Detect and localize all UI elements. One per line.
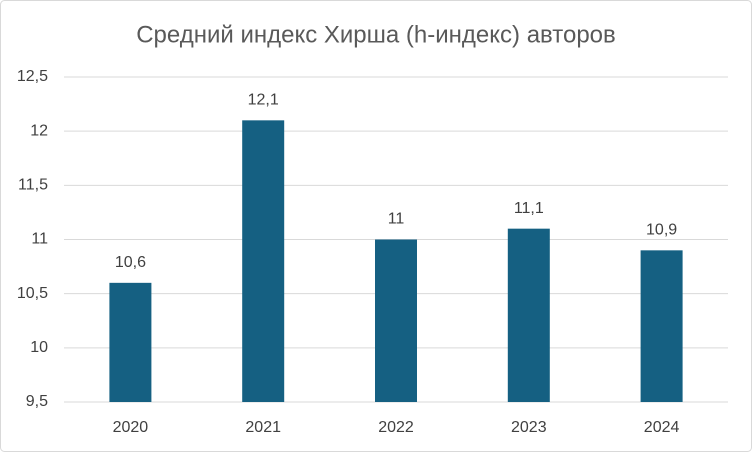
x-tick-label: 2023 bbox=[511, 419, 547, 436]
y-tick-label: 11 bbox=[31, 231, 48, 248]
data-label: 11,1 bbox=[514, 200, 544, 217]
data-label: 10,9 bbox=[646, 222, 677, 239]
bar bbox=[375, 239, 417, 402]
data-label: 12,1 bbox=[248, 92, 279, 109]
data-label: 10,6 bbox=[115, 254, 146, 271]
bar bbox=[109, 282, 152, 402]
chart-title: Средний индекс Хирша (h-индекс) авторов bbox=[136, 21, 616, 48]
data-label: 11 bbox=[388, 211, 405, 228]
y-tick-label: 11,5 bbox=[18, 177, 48, 194]
bar bbox=[242, 120, 285, 402]
bar bbox=[640, 250, 683, 402]
x-tick-label: 2021 bbox=[245, 419, 281, 436]
y-tick-label: 12 bbox=[30, 122, 48, 139]
x-tick-label: 2024 bbox=[644, 419, 680, 436]
y-tick-label: 10,5 bbox=[17, 285, 48, 302]
y-tick-label: 10 bbox=[30, 339, 48, 356]
y-tick-label: 9,5 bbox=[26, 393, 48, 410]
y-tick-label: 12,5 bbox=[17, 68, 48, 85]
x-tick-label: 2022 bbox=[378, 419, 414, 436]
x-tick-label: 2020 bbox=[113, 419, 149, 436]
bar bbox=[507, 228, 550, 402]
